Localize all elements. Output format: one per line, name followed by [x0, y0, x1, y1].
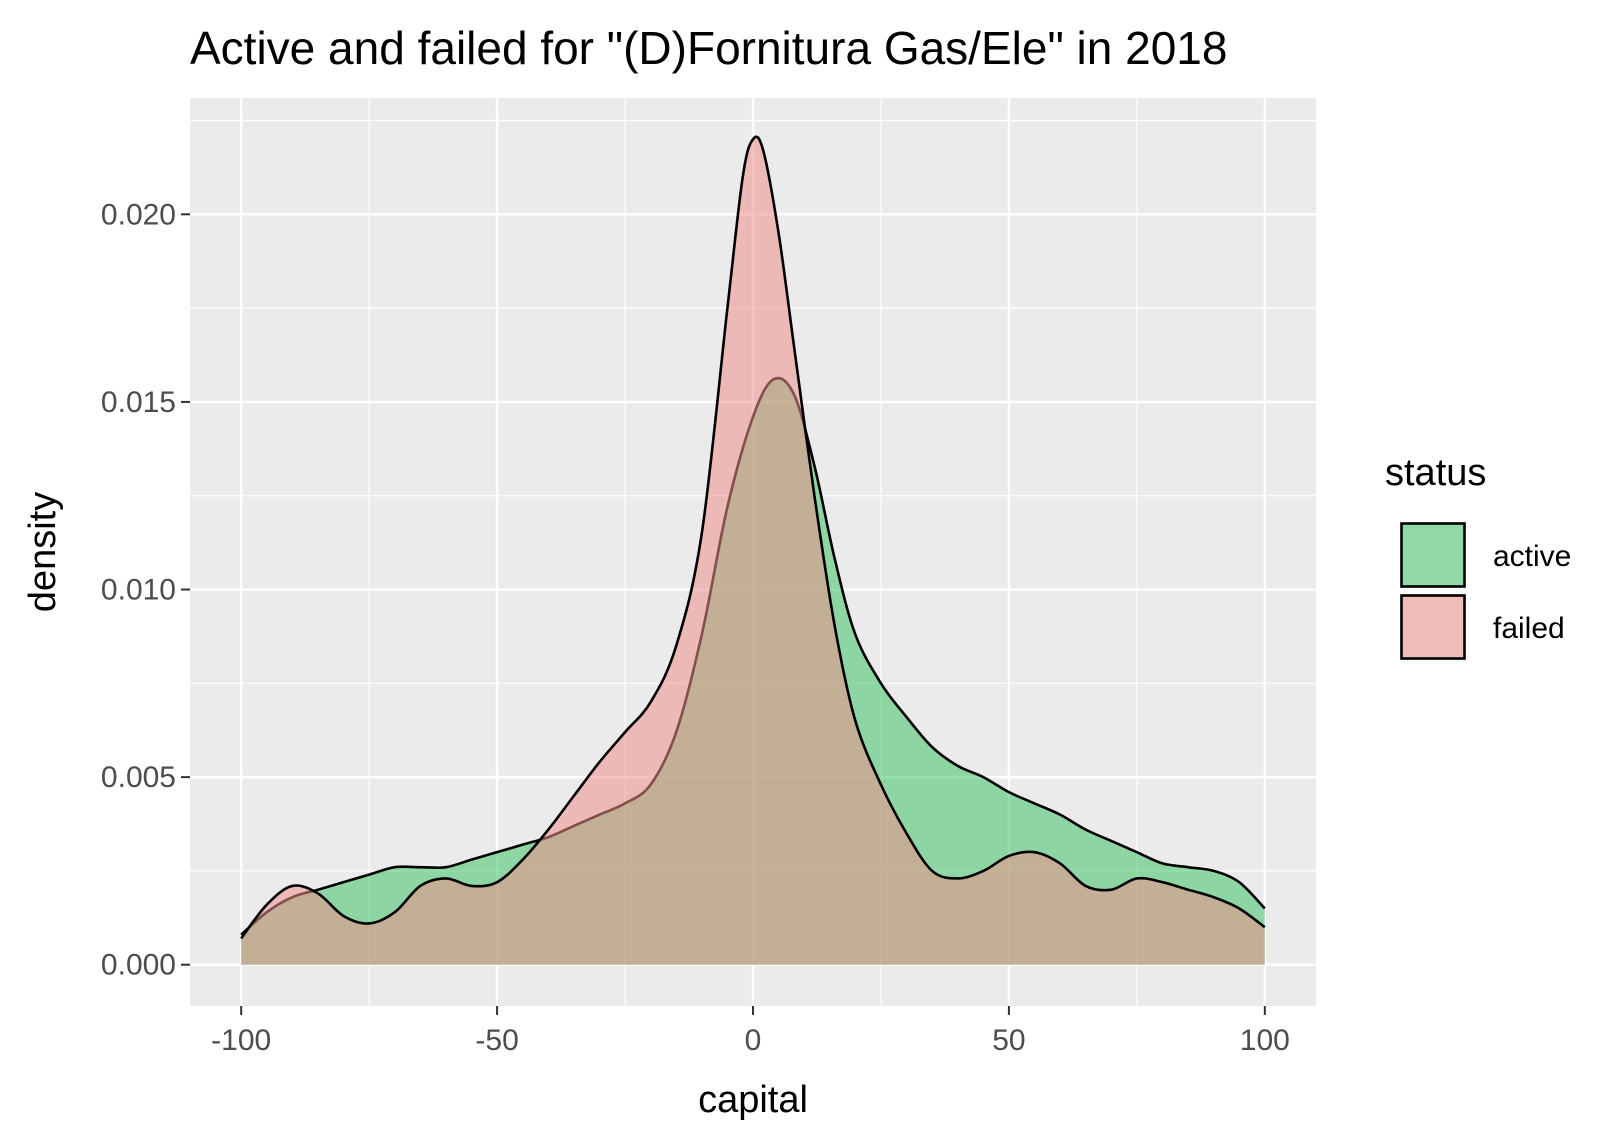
- legend-swatch-failed: [1400, 594, 1466, 660]
- x-tick-label: 0: [745, 1024, 762, 1057]
- y-axis: 0.000 0.005 0.010 0.015 0.020: [101, 198, 190, 982]
- legend-swatch-active: [1400, 522, 1466, 588]
- x-tick-label: -100: [211, 1024, 271, 1057]
- x-axis: -100 -50 0 50 100: [211, 1006, 1290, 1057]
- legend-title: status: [1385, 452, 1486, 494]
- x-axis-title: capital: [698, 1079, 808, 1121]
- legend-label-active: active: [1493, 540, 1571, 573]
- y-tick-label: 0.015: [101, 386, 176, 419]
- legend-label-failed: failed: [1493, 612, 1565, 645]
- x-tick-label: 50: [992, 1024, 1025, 1057]
- area-failed: [241, 136, 1265, 965]
- y-axis-title: density: [22, 492, 64, 612]
- y-tick-label: 0.005: [101, 761, 176, 794]
- y-tick-label: 0.020: [101, 198, 176, 231]
- density-areas: [240, 135, 1266, 965]
- y-tick-label: 0.010: [101, 574, 176, 607]
- x-tick-label: -50: [475, 1024, 518, 1057]
- x-tick-label: 100: [1240, 1024, 1290, 1057]
- legend: status active failed: [1385, 452, 1571, 660]
- y-tick-label: 0.000: [101, 949, 176, 982]
- density-line-failed: [240, 135, 1266, 940]
- chart-title: Active and failed for "(D)Fornitura Gas/…: [190, 22, 1227, 74]
